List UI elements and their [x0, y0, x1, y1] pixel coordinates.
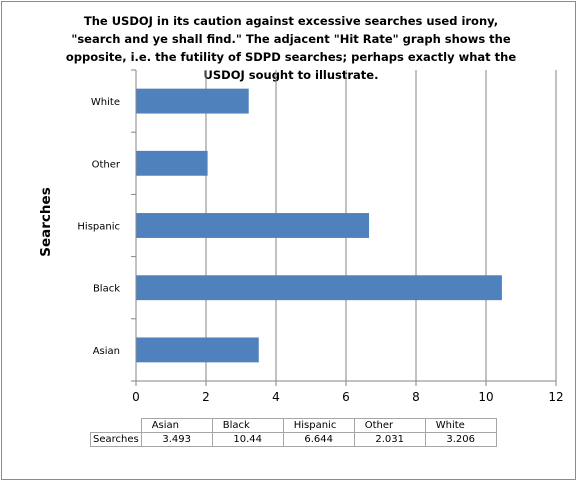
data-table-series-label: Searches	[90, 432, 142, 447]
y-category-label: Other	[92, 159, 121, 170]
y-category-label: Asian	[93, 346, 120, 357]
x-tick-label: 10	[478, 390, 493, 404]
data-table-category-cell: Other	[353, 418, 426, 433]
chart-title: The USDOJ in its caution against excessi…	[65, 14, 517, 82]
x-tick-label: 4	[272, 390, 280, 404]
data-table-category-cell: Black	[211, 418, 284, 433]
x-tick-label: 8	[412, 390, 420, 404]
bar-other	[136, 150, 208, 176]
data-table-category-cell: White	[424, 418, 497, 433]
data-table-value-cell: 10.44	[211, 432, 284, 447]
data-table-header-row: Asian Black Hispanic Other White	[90, 418, 497, 433]
x-tick-label: 0	[132, 390, 140, 404]
bar-asian	[136, 337, 259, 363]
data-table: Asian Black Hispanic Other White Searches 3.…	[90, 418, 497, 447]
bar-white	[136, 88, 249, 114]
y-category-label: Hispanic	[77, 222, 120, 233]
x-tick-label: 12	[548, 390, 563, 404]
data-table-value-cell: 3.493	[140, 432, 213, 447]
data-table-value-cell: 2.031	[353, 432, 426, 447]
axes	[131, 69, 557, 386]
data-table-corner	[90, 418, 142, 433]
bars	[136, 88, 502, 363]
bar-black	[136, 275, 502, 301]
tick-labels: 0 2 4 6 8 10 12 Asian Black Hispanic Other White	[77, 97, 563, 404]
data-table-value-row: Searches 3.493 10.44 6.644 2.031 3.206	[90, 432, 497, 447]
x-tick-label: 6	[342, 390, 350, 404]
y-category-label: Black	[93, 284, 120, 295]
y-category-label: White	[91, 97, 120, 108]
bar-hispanic	[136, 213, 370, 238]
data-table-value-cell: 6.644	[282, 432, 355, 447]
x-tick-label: 2	[202, 390, 210, 404]
data-table-category-cell: Asian	[140, 418, 213, 433]
data-table-category-cell: Hispanic	[282, 418, 355, 433]
data-table-value-cell: 3.206	[424, 432, 497, 447]
